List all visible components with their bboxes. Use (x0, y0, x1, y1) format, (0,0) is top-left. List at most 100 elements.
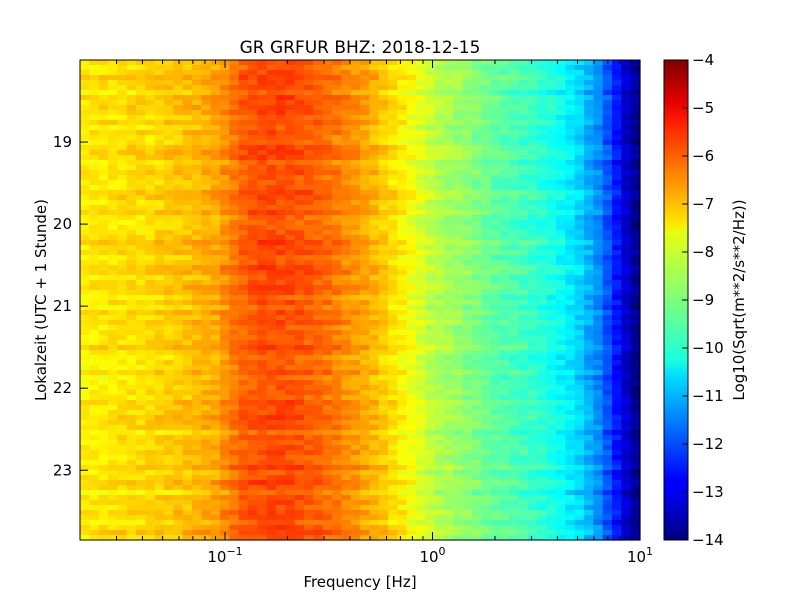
spectrogram-cell (490, 240, 501, 246)
spectrogram-cell (509, 385, 520, 391)
spectrogram-cell (266, 120, 277, 126)
spectrogram-cell (164, 395, 174, 401)
spectrogram-cell (444, 75, 454, 81)
spectrogram-cell (490, 495, 501, 501)
spectrogram-cell (266, 140, 277, 146)
spectrogram-cell (220, 80, 230, 86)
spectrogram-cell (332, 235, 342, 241)
spectrogram-cell (285, 195, 296, 201)
spectrogram-cell (332, 525, 342, 531)
spectrogram-cell (388, 210, 398, 216)
spectrogram-cell (509, 465, 520, 471)
spectrogram-cell (229, 485, 240, 491)
spectrogram-cell (341, 415, 352, 421)
spectrogram-cell (266, 200, 277, 206)
spectrogram-cell (89, 280, 100, 286)
spectrogram-cell (304, 430, 314, 436)
spectrogram-cell (80, 365, 90, 371)
spectrogram-cell (266, 345, 277, 351)
spectrogram-cell (546, 290, 557, 296)
spectrogram-cell (518, 305, 529, 311)
spectrogram-cell (360, 515, 370, 521)
spectrogram-cell (276, 400, 286, 406)
spectrogram-cell (266, 525, 277, 531)
spectrogram-cell (182, 420, 193, 426)
spectrogram-cell (80, 220, 90, 226)
spectrogram-cell (154, 165, 165, 171)
spectrogram-cell (397, 285, 408, 291)
spectrogram-cell (164, 85, 174, 91)
spectrogram-cell (108, 530, 118, 536)
spectrogram-cell (313, 315, 324, 321)
spectrogram-cell (126, 410, 137, 416)
spectrogram-cell (378, 115, 389, 121)
spectrogram-cell (182, 260, 193, 266)
spectrogram-cell (266, 190, 277, 196)
spectrogram-cell (556, 485, 566, 491)
spectrogram-cell (173, 355, 184, 361)
spectrogram-cell (89, 75, 100, 81)
spectrogram-cell (378, 345, 389, 351)
spectrogram-cell (341, 230, 352, 236)
spectrogram-cell (556, 185, 566, 191)
spectrogram-cell (472, 525, 482, 531)
spectrogram-cell (98, 260, 109, 266)
spectrogram-cell (490, 185, 501, 191)
spectrogram-cell (341, 90, 352, 96)
spectrogram-cell (173, 105, 184, 111)
spectrogram-cell (276, 240, 286, 246)
spectrogram-cell (360, 495, 370, 501)
spectrogram-cell (257, 160, 268, 166)
spectrogram-cell (462, 465, 473, 471)
spectrogram-cell (304, 260, 314, 266)
spectrogram-cell (248, 150, 258, 156)
spectrogram-cell (388, 395, 398, 401)
spectrogram-cell (406, 420, 417, 426)
spectrogram-cell (266, 70, 277, 76)
spectrogram-cell (201, 255, 212, 261)
spectrogram-cell (89, 125, 100, 131)
spectrogram-cell (276, 310, 286, 316)
spectrogram-cell (322, 345, 333, 351)
spectrogram-cell (248, 200, 258, 206)
spectrogram-cell (89, 325, 100, 331)
spectrogram-cell (444, 180, 454, 186)
spectrogram-cell (360, 90, 370, 96)
spectrogram-cell (266, 95, 277, 101)
spectrogram-cell (462, 130, 473, 136)
spectrogram-cell (98, 345, 109, 351)
spectrogram-cell (238, 445, 249, 451)
spectrogram-cell (528, 435, 538, 441)
spectrogram-cell (248, 175, 258, 181)
spectrogram-cell (518, 435, 529, 441)
spectrogram-cell (229, 340, 240, 346)
spectrogram-cell (89, 515, 100, 521)
spectrogram-cell (294, 455, 305, 461)
spectrogram-cell (406, 290, 417, 296)
spectrogram-cell (98, 90, 109, 96)
spectrogram-cell (229, 410, 240, 416)
spectrogram-cell (500, 460, 510, 466)
spectrogram-cell (509, 175, 520, 181)
spectrogram-cell (220, 350, 230, 356)
spectrogram-cell (397, 365, 408, 371)
spectrogram-cell (462, 500, 473, 506)
spectrogram-cell (117, 395, 128, 401)
spectrogram-cell (136, 265, 146, 271)
spectrogram-cell (500, 360, 510, 366)
spectrogram-cell (360, 500, 370, 506)
spectrogram-cell (173, 380, 184, 386)
spectrogram-cell (500, 305, 510, 311)
spectrogram-cell (322, 260, 333, 266)
spectrogram-cell (378, 320, 389, 326)
spectrogram-cell (136, 330, 146, 336)
spectrogram-cell (546, 295, 557, 301)
spectrogram-cell (304, 515, 314, 521)
spectrogram-cell (126, 200, 137, 206)
spectrogram-cell (322, 100, 333, 106)
spectrogram-cell (472, 520, 482, 526)
spectrogram-cell (276, 220, 286, 226)
spectrogram-cell (546, 470, 557, 476)
spectrogram-cell (117, 470, 128, 476)
spectrogram-cell (556, 475, 566, 481)
